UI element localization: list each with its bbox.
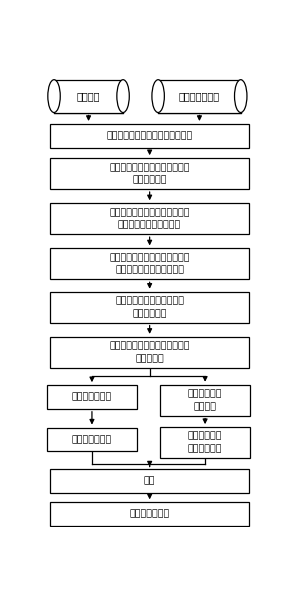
Text: 日最大负荷数据: 日最大负荷数据: [179, 91, 220, 101]
Bar: [158, 79, 241, 113]
Ellipse shape: [234, 80, 247, 112]
Text: 基准负荷数据集: 基准负荷数据集: [72, 392, 112, 401]
Text: 气象数据: 气象数据: [77, 91, 100, 101]
Text: 筛选形成日最大负荷与气象因子
对应的数据集: 筛选形成日最大负荷与气象因子 对应的数据集: [110, 163, 190, 184]
Ellipse shape: [152, 80, 164, 112]
Bar: [50, 502, 249, 526]
Text: 作差: 作差: [144, 477, 155, 486]
Bar: [54, 80, 123, 112]
Bar: [50, 337, 249, 368]
Bar: [47, 427, 137, 451]
Bar: [54, 79, 123, 113]
Bar: [160, 427, 250, 458]
Bar: [50, 469, 249, 493]
Bar: [50, 124, 249, 147]
Text: 包含调温负荷
的日负荷曲线: 包含调温负荷 的日负荷曲线: [188, 432, 222, 453]
Ellipse shape: [117, 80, 129, 112]
Bar: [160, 385, 250, 416]
Bar: [47, 385, 137, 409]
Text: 确定基准负荷和调温负荷的
气象因子区间: 确定基准负荷和调温负荷的 气象因子区间: [115, 297, 184, 318]
Bar: [50, 249, 249, 279]
Bar: [50, 203, 249, 234]
Text: 聚类得到各气象因子数值对应的
全部日最大负荷数据子集: 聚类得到各气象因子数值对应的 全部日最大负荷数据子集: [110, 208, 190, 230]
Text: 归纳各气象因子区间对应日期的
负荷数据集: 归纳各气象因子区间对应日期的 负荷数据集: [110, 342, 190, 363]
Text: 包含调温负荷
的数据集: 包含调温负荷 的数据集: [188, 390, 222, 411]
Text: 各调温负荷曲线: 各调温负荷曲线: [130, 510, 170, 519]
Ellipse shape: [48, 80, 60, 112]
Text: 基准日负荷曲线: 基准日负荷曲线: [72, 435, 112, 444]
Bar: [50, 158, 249, 189]
Text: 斯皮尔曼相关性分析确定气象因子: 斯皮尔曼相关性分析确定气象因子: [107, 131, 193, 140]
Bar: [50, 292, 249, 323]
Text: 根据各数据子集的方差变化确定
调温负荷的临界气象因子值: 根据各数据子集的方差变化确定 调温负荷的临界气象因子值: [110, 253, 190, 275]
Bar: [158, 80, 241, 112]
